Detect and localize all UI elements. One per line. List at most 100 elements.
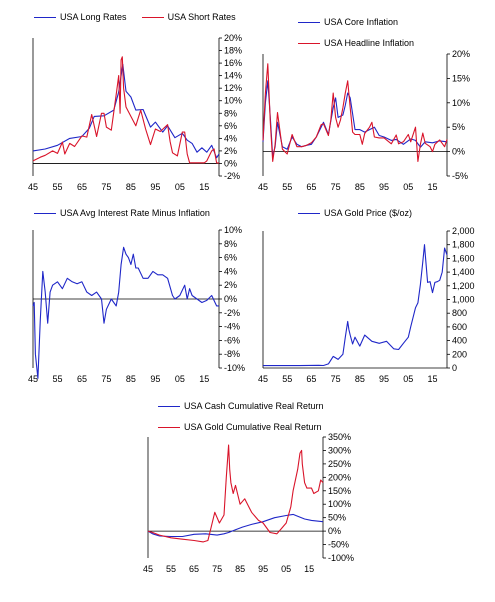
y-tick-label: 6% <box>224 121 237 131</box>
x-tick-label: 85 <box>355 374 365 384</box>
y-tick-label: 5% <box>452 122 465 132</box>
y-tick-label: 2% <box>224 280 237 290</box>
chart-legend: USA Avg Interest Rate Minus Inflation <box>34 208 210 218</box>
legend-swatch-long-rates <box>34 17 56 19</box>
legend-swatch-real-rate <box>34 213 56 215</box>
x-tick-label: 65 <box>77 374 87 384</box>
chart-legend: USA Long Rates USA Short Rates <box>34 12 236 22</box>
y-tick-label: 200% <box>328 472 351 482</box>
series-line-1 <box>262 63 448 162</box>
x-tick-label: 55 <box>52 182 62 192</box>
chart-panel-rates: USA Long Rates USA Short Rates 20% 18% 16%… <box>0 0 250 200</box>
legend-label: USA Short Rates <box>167 12 236 22</box>
chart-panel-inflation: USA Core Inflation USA Headline Inflatio… <box>250 0 495 200</box>
legend-label: USA Gold Price ($/oz) <box>324 208 413 218</box>
x-tick-label: 95 <box>379 182 389 192</box>
x-tick-label: 85 <box>355 182 365 192</box>
chart-rates: 20% 18% 16% 14% 12% 10% 8% 6% 4% 2% 0% -2% 45 55 65 75 8… <box>28 33 242 192</box>
legend-label: USA Headline Inflation <box>324 38 415 48</box>
y-tick-label: 10% <box>452 98 470 108</box>
x-tick-label: 05 <box>175 182 185 192</box>
y-tick-label: 50% <box>328 513 346 523</box>
x-tick-label: 15 <box>199 182 209 192</box>
y-tick-label: 200 <box>452 349 467 359</box>
series-line-0 <box>32 63 220 159</box>
x-tick-label: 05 <box>403 182 413 192</box>
x-tick-label: 65 <box>306 182 316 192</box>
y-tick-label: -4% <box>224 322 240 332</box>
y-tick-label: 12% <box>224 83 242 93</box>
legend-label: USA Avg Interest Rate Minus Inflation <box>60 208 210 218</box>
y-tick-label: 0% <box>224 294 237 304</box>
x-tick-label: 75 <box>331 182 341 192</box>
chart-legend: USA Gold Price ($/oz) <box>298 208 412 218</box>
x-tick-label: 55 <box>282 182 292 192</box>
x-tick-label: 55 <box>52 374 62 384</box>
y-tick-label: 8% <box>224 239 237 249</box>
x-tick-label: 95 <box>258 564 268 574</box>
y-tick-label: 350% <box>328 432 351 442</box>
y-tick-label: -5% <box>452 171 468 181</box>
y-tick-label: 20% <box>452 49 470 59</box>
x-tick-label: 15 <box>427 182 437 192</box>
x-tick-label: 45 <box>258 182 268 192</box>
series-line-0 <box>262 80 448 158</box>
legend-label: USA Core Inflation <box>324 17 399 27</box>
y-tick-label: 300% <box>328 445 351 455</box>
y-tick-label: 4% <box>224 266 237 276</box>
y-tick-label: 8% <box>224 108 237 118</box>
x-tick-label: 05 <box>281 564 291 574</box>
x-tick-label: 95 <box>150 182 160 192</box>
y-tick-label: -2% <box>224 308 240 318</box>
legend-swatch-short-rates <box>141 17 164 19</box>
y-tick-label: 6% <box>224 253 237 263</box>
series-line-1 <box>32 56 220 164</box>
y-tick-label: 2,000 <box>452 226 475 236</box>
x-tick-label: 85 <box>126 182 136 192</box>
chart-legend: USA Cash Cumulative Real Return USA Gold… <box>158 396 324 438</box>
x-tick-label: 85 <box>126 374 136 384</box>
y-tick-label: 1,000 <box>452 295 475 305</box>
y-tick-label: 1,600 <box>452 253 475 263</box>
legend-label: USA Cash Cumulative Real Return <box>184 401 324 411</box>
legend-label: USA Gold Cumulative Real Return <box>184 422 322 432</box>
y-tick-label: -50% <box>328 540 349 550</box>
x-tick-label: 55 <box>166 564 176 574</box>
y-tick-label: 15% <box>452 73 470 83</box>
y-tick-label: 100% <box>328 499 351 509</box>
chart-legend: USA Core Inflation USA Headline Inflatio… <box>298 12 414 54</box>
legend-swatch-cash-return <box>158 406 180 408</box>
x-tick-label: 95 <box>150 374 160 384</box>
x-tick-label: 85 <box>235 564 245 574</box>
y-tick-label: 20% <box>224 33 242 43</box>
chart-panel-gold: USA Gold Price ($/oz) 2,000 1,800 1,600 1,4… <box>250 200 495 390</box>
y-tick-label: 0% <box>328 526 341 536</box>
y-tick-label: 10% <box>224 96 242 106</box>
legend-label: USA Long Rates <box>60 12 127 22</box>
x-tick-label: 15 <box>427 374 437 384</box>
series-line-1 <box>147 444 324 543</box>
y-tick-label: 1,800 <box>452 240 475 250</box>
chart-panel-cumulative: USA Cash Cumulative Real Return USA Gold… <box>120 390 375 602</box>
y-tick-label: -100% <box>328 553 354 563</box>
x-tick-label: 55 <box>282 374 292 384</box>
x-tick-label: 15 <box>304 564 314 574</box>
x-tick-label: 45 <box>28 182 38 192</box>
y-tick-label: 400 <box>452 336 467 346</box>
chart-cumulative-return: 350% 300% 250% 200% 150% 100% 50% 0% -50% -100% 45… <box>143 432 354 574</box>
y-tick-label: 150% <box>328 486 351 496</box>
x-tick-label: 05 <box>403 374 413 384</box>
y-tick-label: 2% <box>224 146 237 156</box>
series-line-0 <box>263 244 448 367</box>
y-tick-label: 10% <box>224 225 242 235</box>
chart-gold-price: 2,000 1,800 1,600 1,400 1,200 1,000 800 600 400 2… <box>258 226 475 384</box>
x-tick-label: 75 <box>331 374 341 384</box>
chart-inflation: 20% 15% 10% 5% 0% -5% 45 55 65 75 85 95 05 15 <box>258 49 470 192</box>
series-line-0 <box>147 513 324 538</box>
y-tick-label: 800 <box>452 308 467 318</box>
x-tick-label: 45 <box>143 564 153 574</box>
y-tick-label: 600 <box>452 322 467 332</box>
x-tick-label: 75 <box>101 182 111 192</box>
x-tick-label: 65 <box>189 564 199 574</box>
x-tick-label: 75 <box>212 564 222 574</box>
